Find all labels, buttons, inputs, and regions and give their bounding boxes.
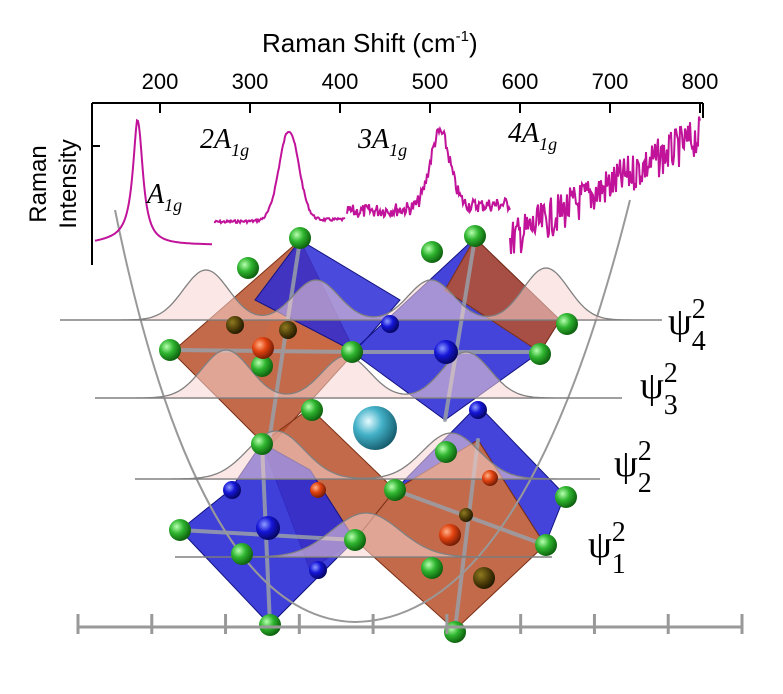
halide-atom (421, 241, 443, 263)
metal-atom-red (310, 482, 326, 498)
peak-label-2a1g: 2A1g (200, 124, 249, 160)
halide-atom (169, 519, 191, 541)
peak-labels: A1g 2A1g 3A1g 4A1g (145, 118, 557, 215)
metal-atom-blue (381, 315, 399, 333)
y-axis-label-line1: Raman (25, 145, 52, 222)
psi-label-4: ψ2 4 (668, 294, 706, 357)
axis-title: Raman Shift (cm-1) (262, 28, 478, 58)
top-axis-tick-label: 200 (142, 69, 179, 94)
psi-label-1: ψ2 1 (588, 517, 626, 580)
halide-atom (529, 343, 551, 365)
raman-spectrum-segment (213, 130, 346, 226)
metal-atom-red (482, 470, 498, 486)
metal-atom-red (252, 337, 274, 359)
raman-axis: 200 300 400 500 600 700 800 Raman Shift (cm-1)… (25, 28, 718, 265)
halide-atom (464, 225, 486, 247)
top-axis-tick-label: 500 (412, 69, 449, 94)
top-axis-tick-label: 700 (592, 69, 629, 94)
halide-atom (384, 479, 406, 501)
bottom-axis-ticks (76, 614, 744, 634)
top-axis-tick-label: 800 (682, 69, 719, 94)
halide-atom (159, 339, 181, 361)
metal-atom-blue (223, 481, 241, 499)
metal-atom-blue (469, 401, 487, 419)
atoms (159, 225, 578, 643)
metal-atom-red (439, 524, 461, 546)
metal-atom-dark (459, 508, 473, 522)
bottom-axis (76, 614, 744, 634)
raman-spectra (94, 116, 701, 255)
halide-atom (289, 227, 311, 249)
metal-atom-dark (279, 321, 297, 339)
top-axis-ticks: 200 300 400 500 600 700 800 (142, 69, 719, 113)
psi-label-3: ψ2 3 (640, 358, 678, 421)
halide-atom (237, 257, 259, 279)
halide-atom (556, 313, 578, 335)
halide-atom (231, 543, 253, 565)
y-axis-label-line2: Intensity (55, 139, 82, 228)
wavefunction-density-3 (95, 349, 622, 399)
metal-atom-blue (434, 340, 458, 364)
peak-label-4a1g: 4A1g (508, 118, 557, 154)
metal-atom-blue (309, 561, 327, 579)
peak-label-a1g: A1g (145, 179, 182, 215)
halide-atom (344, 529, 366, 551)
halide-atom (421, 557, 443, 579)
psi-label-2: ψ2 2 (614, 436, 652, 499)
halide-atom (555, 486, 577, 508)
halide-atom (341, 341, 363, 363)
halide-atom (251, 433, 273, 455)
halide-atom (259, 614, 281, 636)
top-axis-tick-label: 600 (502, 69, 539, 94)
wavefunction-density-4 (60, 267, 662, 321)
metal-atom-dark (226, 316, 244, 334)
halide-atom (535, 534, 557, 556)
raman-spectrum-segment (346, 125, 511, 220)
peak-label-3a1g: 3A1g (357, 124, 407, 160)
a-site-cation-atom (353, 406, 397, 450)
metal-atom-blue (256, 516, 280, 540)
potential-well-curve (114, 199, 631, 624)
metal-atom-dark (473, 567, 495, 589)
halide-atom (301, 399, 323, 421)
wavefunction-density-2 (135, 430, 600, 480)
top-axis-tick-label: 400 (322, 69, 359, 94)
raman-spectrum-segment (94, 118, 212, 246)
halide-atom (251, 355, 273, 377)
raman-spectrum-segment (509, 116, 701, 255)
halide-atom (435, 441, 457, 463)
top-axis-tick-label: 300 (232, 69, 269, 94)
psi-labels: ψ2 4 ψ2 3 ψ2 2 ψ2 1 (588, 294, 706, 580)
